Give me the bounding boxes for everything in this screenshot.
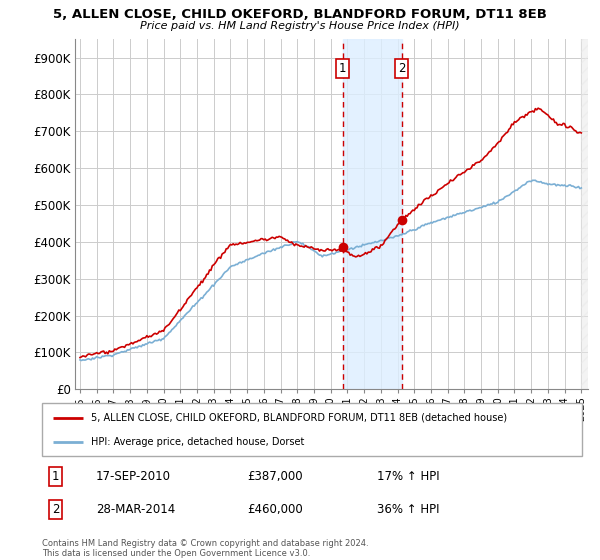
Bar bbox=[343, 39, 401, 389]
Text: 5, ALLEN CLOSE, CHILD OKEFORD, BLANDFORD FORUM, DT11 8EB (detached house): 5, ALLEN CLOSE, CHILD OKEFORD, BLANDFORD… bbox=[91, 413, 507, 423]
Text: 1: 1 bbox=[339, 62, 346, 75]
Text: 5, ALLEN CLOSE, CHILD OKEFORD, BLANDFORD FORUM, DT11 8EB: 5, ALLEN CLOSE, CHILD OKEFORD, BLANDFORD… bbox=[53, 8, 547, 21]
Text: 28-MAR-2014: 28-MAR-2014 bbox=[96, 503, 175, 516]
Text: 17-SEP-2010: 17-SEP-2010 bbox=[96, 470, 171, 483]
Text: 2: 2 bbox=[398, 62, 405, 75]
Text: HPI: Average price, detached house, Dorset: HPI: Average price, detached house, Dors… bbox=[91, 437, 304, 447]
Text: 1: 1 bbox=[52, 470, 59, 483]
Text: 2: 2 bbox=[52, 503, 59, 516]
Text: Contains HM Land Registry data © Crown copyright and database right 2024.: Contains HM Land Registry data © Crown c… bbox=[42, 539, 368, 548]
Text: This data is licensed under the Open Government Licence v3.0.: This data is licensed under the Open Gov… bbox=[42, 549, 310, 558]
Text: £387,000: £387,000 bbox=[247, 470, 303, 483]
Bar bbox=[581, 39, 590, 389]
Text: £460,000: £460,000 bbox=[247, 503, 303, 516]
Text: 36% ↑ HPI: 36% ↑ HPI bbox=[377, 503, 439, 516]
Text: Price paid vs. HM Land Registry's House Price Index (HPI): Price paid vs. HM Land Registry's House … bbox=[140, 21, 460, 31]
Text: 17% ↑ HPI: 17% ↑ HPI bbox=[377, 470, 439, 483]
